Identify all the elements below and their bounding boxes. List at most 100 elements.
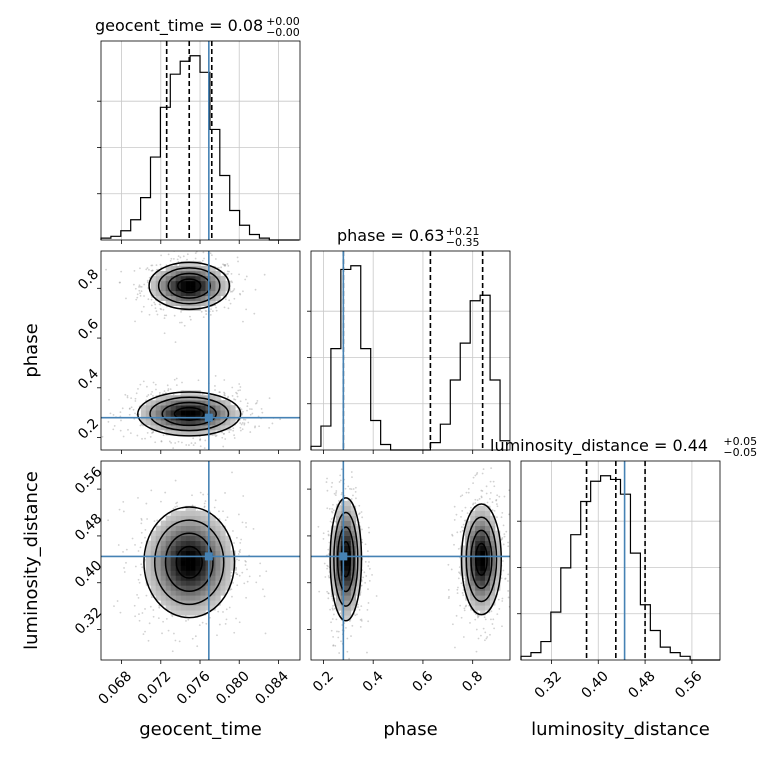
sample-point [199, 438, 201, 441]
sample-point [234, 398, 237, 401]
sample-point [194, 252, 197, 255]
sample-point [235, 571, 237, 574]
sample-point [460, 616, 463, 619]
sample-point [175, 377, 178, 380]
sample-point [224, 519, 227, 521]
sample-point [507, 580, 509, 582]
sample-point [179, 263, 181, 266]
sample-point [236, 392, 238, 395]
density-cell [470, 580, 476, 586]
sample-point [332, 608, 334, 611]
sample-point [260, 407, 263, 410]
sample-point [518, 615, 520, 617]
density-cell [460, 545, 466, 551]
density-cell [190, 540, 196, 546]
sample-point [214, 499, 217, 502]
sample-point [496, 516, 498, 519]
density-cell [490, 565, 496, 571]
sample-point [214, 375, 217, 377]
density-cell [215, 600, 221, 606]
density-cell [165, 570, 171, 576]
sample-point [349, 487, 351, 490]
density-cell [480, 580, 486, 586]
sample-point [246, 568, 248, 571]
sample-point [244, 418, 247, 421]
sample-point [327, 533, 330, 536]
pair-panel-geocent_time-luminosity_distance [100, 460, 301, 661]
density-cell [190, 545, 196, 551]
density-cell [490, 560, 496, 566]
sample-point [138, 289, 141, 292]
sample-point [249, 431, 252, 433]
sample-point [194, 442, 197, 444]
density-cell [160, 585, 166, 591]
contour-line [173, 406, 205, 421]
sample-point [502, 524, 505, 527]
sample-point [215, 306, 217, 309]
sample-point [332, 636, 335, 638]
sample-point [330, 595, 333, 598]
sample-point [188, 444, 190, 446]
sample-point [338, 481, 341, 483]
sample-point [144, 558, 147, 561]
sample-point [489, 491, 492, 494]
density-cell [140, 410, 147, 416]
density-cell [160, 565, 166, 571]
title-plus: +0.05 [723, 435, 757, 448]
sample-point [332, 503, 334, 506]
sample-point [153, 301, 156, 304]
density-cell [170, 555, 176, 561]
sample-point [360, 605, 363, 608]
sample-point [136, 293, 139, 296]
density-cell [150, 580, 157, 586]
y-tick-label: 0.32 [72, 604, 105, 637]
sample-point [239, 549, 242, 551]
y-tick-label: 0.8 [75, 266, 102, 293]
density-cell [195, 270, 201, 277]
density-cell [175, 430, 181, 436]
sample-point [239, 386, 242, 388]
density-cell [330, 525, 337, 531]
sample-point [507, 573, 510, 576]
density-cell [200, 275, 206, 282]
density-cell [175, 275, 181, 282]
density-cell [470, 565, 476, 571]
density-cell [195, 555, 201, 561]
sample-point [224, 492, 226, 494]
density-cell [220, 525, 226, 531]
sample-point [218, 510, 220, 513]
sample-point [500, 516, 503, 519]
panel-frame [100, 40, 301, 241]
density-cell [150, 275, 157, 282]
sample-point [465, 604, 468, 607]
title-plus: +0.21 [446, 225, 480, 238]
density-cell [220, 575, 226, 581]
sample-point [140, 542, 143, 544]
sample-point [464, 605, 467, 608]
sample-point [238, 621, 241, 624]
density-cell [160, 290, 166, 297]
density-cell [180, 585, 186, 591]
sample-point [358, 609, 361, 611]
sample-point [459, 495, 462, 498]
sample-point [327, 592, 330, 595]
sample-point [490, 610, 493, 613]
sample-point [460, 515, 462, 518]
sample-point [457, 577, 460, 580]
sample-point [160, 440, 163, 443]
sample-point [235, 391, 237, 394]
sample-point [152, 615, 155, 618]
density-cell [180, 550, 186, 556]
density-cell [160, 575, 166, 581]
density-cell [170, 595, 176, 601]
truth-marker [204, 552, 213, 561]
contour-line [177, 278, 202, 294]
density-cell [155, 270, 161, 277]
sample-point [223, 392, 226, 395]
density-cell [350, 575, 357, 581]
density-cell [345, 575, 352, 581]
density-cell [170, 540, 176, 546]
sample-point [504, 577, 507, 580]
density-cell [330, 530, 337, 536]
density-cell [495, 540, 501, 546]
